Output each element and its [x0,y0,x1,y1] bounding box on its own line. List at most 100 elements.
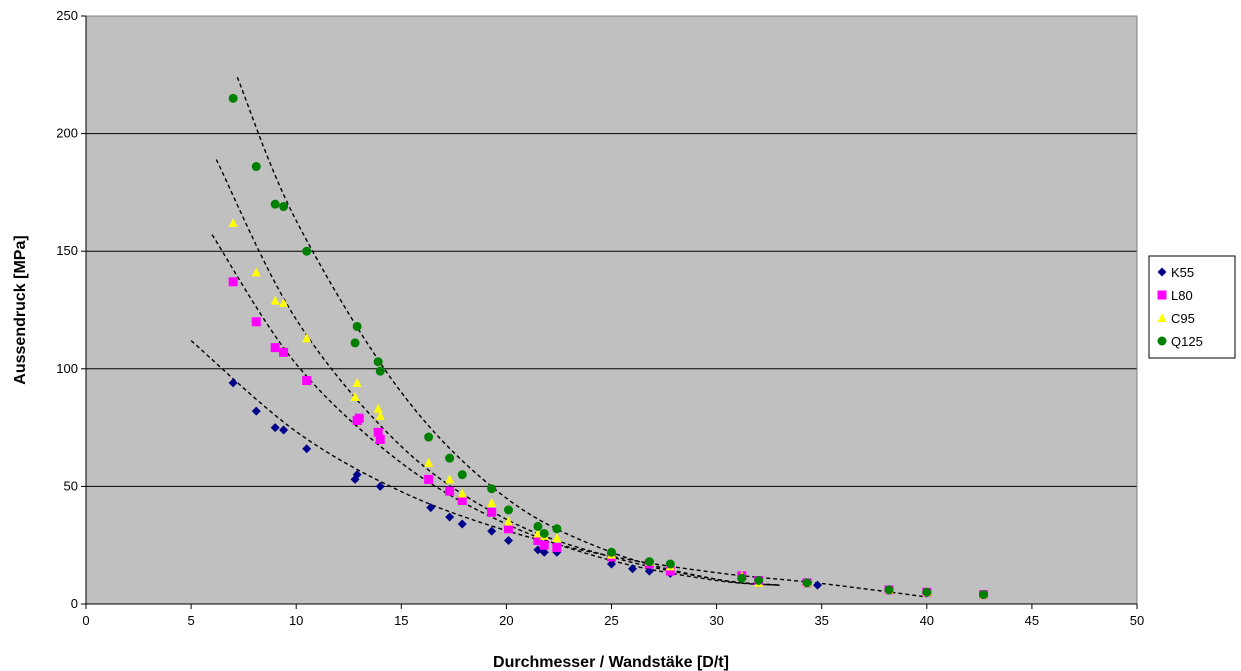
data-point-c95 [487,497,497,507]
data-point-c95 [375,410,385,420]
gridlines [86,133,1137,487]
legend-marker-c95 [1157,313,1167,322]
x-tick-label: 30 [709,613,723,628]
data-point-q125 [802,578,812,588]
data-point-k55 [228,378,238,388]
data-point-c95 [445,474,455,484]
data-point-c95 [373,403,383,413]
legend-label-l80: L80 [1171,288,1193,303]
legend-item-l80: L80 [1157,288,1193,303]
data-point-l80 [533,535,543,545]
data-point-q125 [487,484,497,494]
data-point-q125 [884,585,894,595]
axes: 0 50 100 150 200 250 0 5 10 15 20 25 30 35 40 45 50 [56,8,1144,628]
trendlines [190,76,927,598]
x-tick-label: 20 [499,613,513,628]
data-point-q125 [373,357,383,367]
y-tick-label: 250 [56,8,78,23]
data-point-k55 [270,423,280,433]
x-tick-label: 50 [1130,613,1144,628]
data-point-q125 [979,590,989,600]
data-point-l80 [251,317,261,327]
data-point-l80 [552,543,562,553]
trendline-q125 [236,76,780,586]
x-tick-label: 35 [814,613,828,628]
x-tick-label: 15 [394,613,408,628]
legend-marker-k55 [1157,267,1167,277]
data-point-l80 [302,376,312,386]
legend-item-c95: C95 [1157,311,1195,326]
data-point-c95 [352,377,362,387]
legend-label-q125: Q125 [1171,334,1203,349]
x-axis-title: Durchmesser / Wandstäke [D/t] [493,654,729,671]
data-point-l80 [279,347,289,357]
data-point-c95 [279,297,289,307]
data-point-q125 [533,521,543,531]
data-point-c95 [457,488,467,498]
data-point-k55 [352,470,362,480]
data-point-q125 [539,528,549,538]
data-point-k55 [812,580,822,590]
x-tick-label: 10 [289,613,303,628]
data-point-c95 [504,516,514,526]
data-point-c95 [270,295,280,305]
data-point-q125 [552,524,562,534]
legend-marker-l80 [1157,290,1167,300]
data-point-q125 [350,338,360,348]
data-point-q125 [279,202,289,212]
data-point-q125 [607,547,616,557]
data-point-l80 [487,507,497,517]
data-point-c95 [228,217,238,227]
data-point-k55 [539,547,549,557]
data-point-q125 [665,559,675,569]
plot-area [86,16,1137,604]
data-point-c95 [302,333,312,343]
data-point-q125 [754,575,764,585]
data-point-k55 [644,566,654,576]
data-point-l80 [457,496,467,506]
data-point-l80 [665,566,675,576]
data-point-q125 [228,93,238,103]
data-point-k55 [445,512,455,522]
y-tick-label: 0 [71,596,78,611]
data-point-k55 [504,535,514,545]
data-point-c95 [350,392,360,402]
data-point-q125 [644,557,654,567]
data-point-k55 [302,444,312,454]
data-point-k55 [628,564,638,574]
series-q125 [228,93,989,600]
data-point-q125 [270,199,280,209]
data-point-q125 [352,321,362,331]
x-tick-label: 5 [187,613,194,628]
data-point-l80 [445,486,455,496]
x-tick-label: 0 [82,613,89,628]
data-point-k55 [279,425,289,435]
data-point-k55 [607,559,616,569]
y-axis-title: Aussendruck [MPa] [12,235,29,384]
data-point-l80 [373,427,383,437]
data-point-c95 [424,457,434,467]
y-tick-label: 50 [64,478,78,493]
legend-item-k55: K55 [1157,265,1194,280]
legend-label-c95: C95 [1171,311,1195,326]
data-point-q125 [445,453,455,463]
data-point-c95 [552,533,562,543]
data-point-l80 [270,343,280,353]
data-point-q125 [504,505,514,515]
x-tick-label: 45 [1025,613,1039,628]
trendline-l80 [211,234,780,586]
trendline-c95 [215,159,780,586]
data-point-l80 [424,474,434,484]
legend: K55 L80 C95 Q125 [1148,255,1236,359]
data-point-l80 [504,524,514,534]
y-tick-label: 200 [56,126,78,141]
y-tick-label: 150 [56,243,78,258]
data-point-l80 [228,277,238,287]
x-tick-label: 40 [920,613,934,628]
legend-item-q125: Q125 [1157,334,1203,349]
data-point-l80 [354,413,364,423]
data-point-c95 [251,267,261,277]
data-point-l80 [539,540,549,550]
y-tick-label: 100 [56,361,78,376]
data-point-k55 [487,526,497,536]
